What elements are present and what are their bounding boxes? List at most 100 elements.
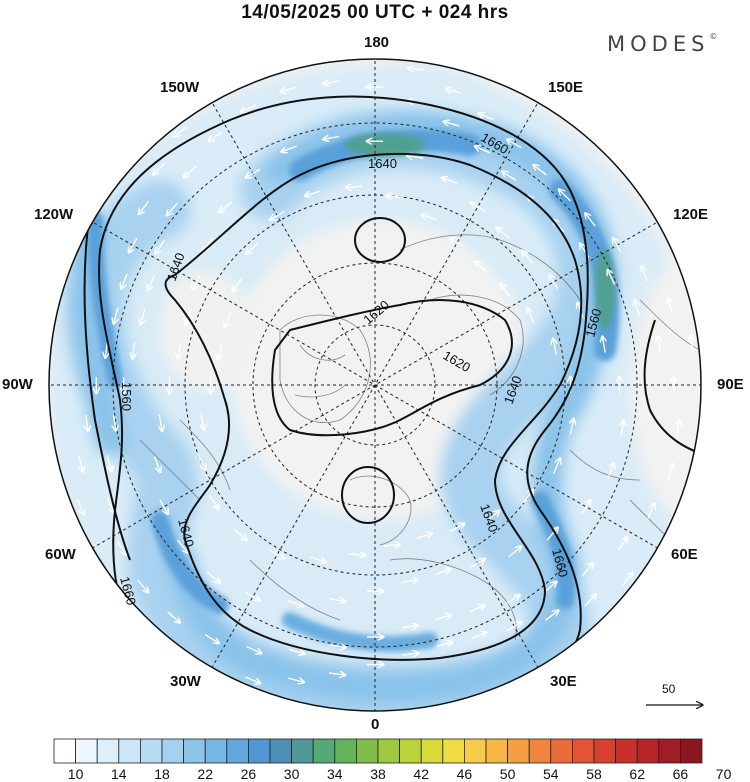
wind-arrow [508, 547, 521, 558]
wind-arrow [174, 126, 188, 137]
contour-1640-outer-ring [164, 152, 583, 661]
contour-1620 [271, 299, 513, 437]
colorbar-tick-label: 46 [457, 766, 473, 782]
wind-arrow [503, 172, 517, 181]
wind-arrow [422, 215, 438, 221]
wind-arrow [581, 500, 590, 515]
wind-arrow [449, 524, 464, 533]
wind-arrow [114, 414, 116, 431]
wind-arrow [346, 186, 363, 188]
colorbar-cell [615, 738, 638, 764]
wind-arrow [153, 162, 166, 174]
wind-arrow [677, 421, 679, 437]
colorbar: 10 14 18 22 26 30 34 38 42 46 50 54 58 62 66 70 [53, 738, 732, 782]
wind-arrow [684, 507, 691, 523]
wind-arrow [607, 463, 614, 479]
wind-arrow [622, 573, 633, 586]
wind-arrow [323, 48, 339, 50]
wind-arrow [148, 275, 155, 290]
wind-arrow [137, 579, 149, 592]
wind-arrow [507, 622, 521, 632]
wind-arrow [106, 455, 112, 470]
wind-arrow [310, 556, 326, 562]
wind-arrow [288, 648, 304, 654]
wind-arrow [407, 156, 424, 159]
colorbar-cell [204, 738, 228, 764]
wind-arrow [691, 335, 693, 352]
wind-arrow [479, 114, 494, 121]
wind-arrow [446, 89, 462, 94]
lon-label-90e: 90E [717, 376, 744, 393]
wind-arrow [100, 584, 112, 598]
wind-arrow [444, 122, 460, 127]
wind-arrow [232, 277, 243, 291]
wind-arrow [545, 611, 559, 621]
lon-label-90w: 90W [2, 376, 33, 393]
wind-arrow [608, 270, 616, 285]
wind-arrow [282, 145, 297, 152]
wind-arrow [204, 633, 218, 644]
colorbar-tick-label: 30 [284, 766, 300, 782]
colorbar-tick-label: 42 [413, 766, 429, 782]
colorbar-cell [463, 738, 487, 764]
wind-arrow [581, 563, 594, 576]
contour-1660 [98, 95, 589, 701]
wind-arrow [86, 414, 88, 431]
colorbar-tick-label: 66 [673, 766, 689, 782]
wind-arrow [550, 275, 559, 290]
lon-label-180: 180 [364, 34, 390, 51]
wind-arrow [225, 311, 232, 327]
wind-arrow [667, 464, 673, 480]
brand-logo: MODES© [607, 32, 717, 56]
wind-arrow [153, 456, 161, 472]
wind-arrow [246, 168, 261, 177]
wind-arrow [129, 237, 138, 252]
colorbar-cell [118, 738, 141, 764]
wind-arrow [522, 251, 534, 264]
wind-arrow [329, 645, 346, 647]
wind-arrow [287, 599, 303, 607]
wind-arrow [710, 421, 712, 437]
wind-arrow [486, 511, 499, 522]
lon-label-120e: 120E [673, 206, 709, 223]
wind-arrow [528, 308, 535, 324]
wind-arrow [416, 533, 431, 539]
lon-label-60e: 60E [671, 546, 698, 563]
wind-arrow [177, 539, 188, 552]
wind-arrow [116, 540, 126, 554]
reference-wind-value: 50 [662, 682, 676, 696]
contour-label: 1660 [117, 575, 139, 607]
height-contours [83, 95, 701, 701]
wind-arrow [471, 203, 486, 212]
wind-arrow [621, 421, 624, 437]
colorbar-cell [334, 738, 357, 764]
colorbar-tick-label: 50 [500, 766, 516, 782]
wind-arrow [647, 504, 655, 519]
map-border [48, 58, 702, 712]
colorbar-cell [507, 738, 530, 764]
wind-arrow [245, 591, 260, 601]
wind-arrow [156, 239, 165, 253]
lon-label-30e: 30E [550, 673, 577, 690]
wind-arrow [218, 344, 221, 360]
wind-arrow [192, 274, 202, 289]
colorbar-cell [139, 738, 163, 764]
lon-label-0: 0 [371, 716, 380, 733]
colorbar-cell [377, 738, 401, 764]
wind-arrow [139, 200, 150, 214]
colorbar-tick-label: 58 [586, 766, 602, 782]
wind-arrow [197, 454, 206, 470]
colorbar-cell [399, 738, 422, 764]
wind-arrow [470, 559, 485, 568]
coastlines [139, 234, 701, 641]
colorbar-tick-labels: 10 14 18 22 26 30 34 38 42 46 50 54 58 62 66 70 [68, 766, 732, 782]
contour-closed-low-north [354, 217, 406, 263]
colorbar-cell [658, 738, 681, 764]
wind-arrow [203, 238, 214, 251]
colorbar-cell [75, 738, 98, 764]
wind-arrow [220, 201, 233, 212]
colorbar-tick-label: 54 [543, 766, 559, 782]
wind-arrow [552, 459, 561, 474]
wind-arrow [442, 178, 458, 184]
wind-arrow [159, 414, 162, 431]
